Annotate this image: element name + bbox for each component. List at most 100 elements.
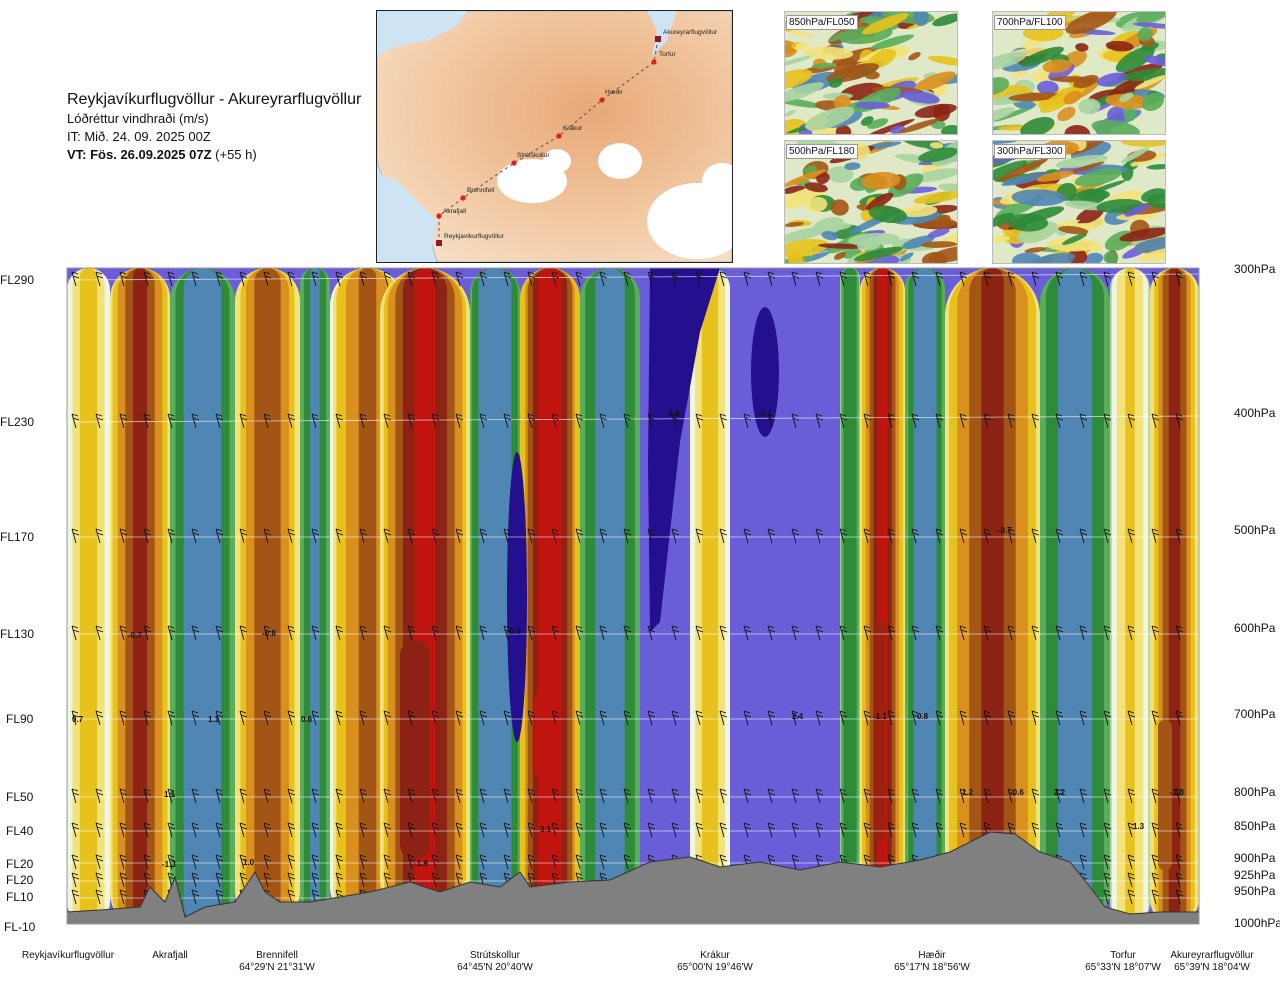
route-title: Reykjavíkurflugvöllur - Akureyrarflugvöl… [67, 91, 362, 108]
thumb-850-label: 850hPa/FL050 [786, 15, 858, 30]
flight-level-label: FL10 [6, 890, 34, 904]
value-label: 3.1 [540, 825, 552, 834]
station-label: Reykjavíkurflugvöllur [22, 950, 114, 962]
pressure-level-label: 900hPa [1234, 851, 1276, 865]
map-waypoint-label: Hæðir [605, 88, 624, 96]
map-waypoint-marker [599, 97, 605, 103]
flight-level-label: FL-10 [4, 920, 36, 934]
map-waypoint-marker [460, 195, 466, 201]
pressure-level-label: 850hPa [1234, 819, 1276, 833]
value-label: 0.7 [72, 715, 84, 724]
thumb-500[interactable]: 500hPa/FL180 [784, 140, 958, 264]
station-label: Brennifell 64°29'N 21°31'W [239, 950, 315, 974]
value-label: 1.2 [962, 788, 974, 797]
station-name: Brennifell [256, 950, 298, 961]
map-waypoint-label: Reykjavíkurflugvöllur [444, 233, 505, 240]
value-labels: -0.7 -0.8 0.7 1.1 0.6 1.1 -1.3 1.0 -1.9 -0.6 3.1 -1… [72, 409, 1184, 869]
station-coord: 64°29'N 21°31'W [239, 962, 315, 973]
flight-level-label: FL40 [6, 824, 34, 838]
thumb-850[interactable]: 850hPa/FL050 [784, 11, 958, 135]
station-axis: Reykjavíkurflugvöllur Akrafjall Brennifell… [0, 950, 1280, 980]
map-waypoint-marker [556, 133, 562, 139]
route-map[interactable]: Akureyrarflugvöllur Torfur Hæðir Krákur Strú… [376, 10, 733, 263]
pressure-level-label: 400hPa [1234, 406, 1276, 420]
thumb-500-label: 500hPa/FL180 [786, 144, 858, 159]
value-label: 1.1 [164, 790, 176, 799]
station-coord: 65°39'N 18°04'W [1174, 962, 1250, 973]
flight-level-label: FL290 [0, 273, 34, 287]
flight-level-label: FL20 [6, 857, 34, 871]
value-label: -1.3 [162, 860, 176, 869]
valid-time-line: VT: Fös. 26.09.2025 07Z (+55 h) [67, 146, 361, 164]
map-airport-marker [436, 240, 442, 246]
value-label: 0.8 [917, 712, 929, 721]
map-waypoint-label: Akrafjall [443, 208, 467, 215]
flight-level-label: FL50 [6, 790, 34, 804]
station-name: Akureyrarflugvöllur [1170, 950, 1254, 961]
map-waypoint-marker [436, 213, 442, 219]
station-label: Akrafjall [152, 950, 188, 962]
station-coord: 65°00'N 19°46'W [677, 962, 753, 973]
station-name: Hæðir [918, 950, 946, 961]
station-name: Akrafjall [152, 950, 188, 961]
station-name: Krákur [700, 950, 730, 961]
value-label: 2.2 [1054, 788, 1066, 797]
parameter-label: Lóðréttur vindhraði (m/s) [67, 111, 209, 126]
pressure-level-label: 925hPa [1234, 868, 1276, 882]
thumb-700[interactable]: 700hPa/FL100 [992, 11, 1166, 135]
value-label: -0.7 [128, 631, 142, 640]
plot-frame [66, 267, 1200, 925]
station-coord: 65°33'N 18°07'W [1085, 962, 1161, 973]
station-name: Strútskollur [469, 950, 520, 961]
map-waypoint-label: Akureyrarflugvöllur [663, 29, 718, 36]
pressure-level-label: 600hPa [1234, 621, 1276, 635]
pressure-level-label: 700hPa [1234, 707, 1276, 721]
level-axis-labels: FL290 300hPa FL230 400hPa FL170 500hPa FL130 60… [0, 262, 1280, 934]
flight-level-label: FL20 [6, 873, 34, 887]
station-label: Hæðir 65°17'N 18°56'W [894, 950, 970, 974]
value-label: 0.6 [301, 715, 313, 724]
value-label: -0.8 [262, 629, 276, 638]
pressure-level-label: 800hPa [1234, 785, 1276, 799]
map-waypoint-marker [651, 59, 657, 65]
map-waypoint-label: Krákur [563, 125, 583, 132]
cross-section-chart: -0.7 -0.8 0.7 1.1 0.6 1.1 -1.3 1.0 -1.9 -0.6 3.1 -1… [0, 262, 1280, 934]
value-label: 2.4 [792, 712, 804, 721]
value-label: -0.1 [758, 409, 772, 418]
flight-level-label: FL230 [0, 415, 34, 429]
flight-level-label: FL90 [6, 712, 34, 726]
thumb-300[interactable]: 300hPa/FL300 [992, 140, 1166, 264]
map-waypoint-label: Torfur [659, 51, 676, 58]
station-label: Krákur 65°00'N 19°46'W [677, 950, 753, 974]
valid-time: VT: Fös. 26.09.2025 07Z [67, 147, 212, 162]
value-label: -0.7 [998, 526, 1012, 535]
value-label: -0.6 [507, 627, 521, 636]
station-name: Torfur [1110, 950, 1136, 961]
station-label: Akureyrarflugvöllur 65°39'N 18°04'W [1170, 950, 1253, 974]
map-waypoints: Akureyrarflugvöllur Torfur Hæðir Krákur Strú… [436, 29, 718, 246]
value-label: -1.9 [414, 859, 428, 868]
station-name: Reykjavíkurflugvöllur [21, 950, 115, 961]
flight-level-label: FL130 [0, 627, 34, 641]
thumb-700-label: 700hPa/FL100 [994, 15, 1066, 30]
station-label: Torfur 65°33'N 18°07'W [1085, 950, 1161, 974]
valid-offset: (+55 h) [215, 147, 257, 162]
thumb-700-field [993, 12, 1165, 134]
map-waypoint-marker [511, 160, 517, 166]
value-label: 1.3 [1133, 822, 1145, 831]
value-label: -1.1 [873, 712, 887, 721]
value-label: 1.0 [243, 858, 255, 867]
issue-time: IT: Mið. 24. 09. 2025 00Z [67, 129, 211, 144]
value-label: -1.6 [666, 409, 680, 418]
pressure-level-label: 300hPa [1234, 262, 1276, 276]
thumb-300-label: 300hPa/FL300 [994, 144, 1066, 159]
station-coord: 65°17'N 18°56'W [894, 962, 970, 973]
thumb-850-field [785, 12, 957, 134]
map-airport-marker [655, 36, 661, 42]
map-waypoint-label: Brennifell [467, 187, 495, 194]
thumb-500-field [785, 141, 957, 263]
value-label: -1.0 [1170, 788, 1184, 797]
terrain-profile [66, 831, 1200, 925]
map-waypoint-label: Strútskollur [517, 152, 550, 159]
thumb-300-field [993, 141, 1165, 263]
